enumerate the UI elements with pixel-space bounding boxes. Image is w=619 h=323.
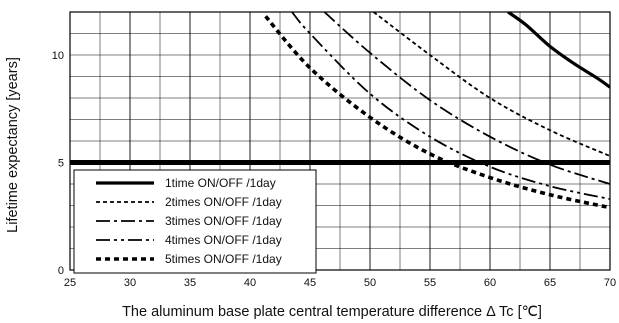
x-tick-label: 70 bbox=[604, 277, 616, 289]
legend-label-5: 5times ON/OFF /1day bbox=[165, 252, 282, 266]
x-tick-label: 35 bbox=[184, 277, 196, 289]
series-layer bbox=[264, 12, 610, 210]
y-axis-label: Lifetime expectancy [years] bbox=[5, 57, 21, 233]
y-tick-label: 0 bbox=[58, 265, 64, 277]
x-tick-labels: 25 30 35 40 45 50 55 60 65 70 bbox=[64, 277, 616, 289]
x-tick-label: 65 bbox=[544, 277, 556, 289]
y-tick-label: 10 bbox=[52, 50, 64, 62]
y-tick-labels: 0 5 10 bbox=[52, 50, 64, 277]
legend-label-2: 2times ON/OFF /1day bbox=[165, 195, 282, 209]
x-tick-label: 45 bbox=[304, 277, 316, 289]
legend-box bbox=[73, 169, 317, 274]
x-tick-label: 50 bbox=[364, 277, 376, 289]
series-line-3 bbox=[323, 12, 610, 185]
series-line-2 bbox=[373, 12, 610, 157]
x-tick-label: 40 bbox=[244, 277, 256, 289]
legend-label-3: 3times ON/OFF /1day bbox=[165, 214, 282, 228]
series-line-5 bbox=[264, 15, 610, 210]
x-axis-label: The aluminum base plate central temperat… bbox=[122, 304, 542, 320]
plot-border bbox=[69, 11, 611, 271]
x-tick-label: 60 bbox=[484, 277, 496, 289]
legend: 1time ON/OFF /1day 2times ON/OFF /1day 3ti… bbox=[73, 169, 317, 274]
series-line-4 bbox=[291, 12, 610, 200]
legend-label-1: 1time ON/OFF /1day bbox=[165, 176, 276, 190]
x-tick-label: 30 bbox=[124, 277, 136, 289]
legend-label-4: 4times ON/OFF /1day bbox=[165, 233, 282, 247]
y-tick-label: 5 bbox=[58, 158, 64, 170]
x-tick-label: 55 bbox=[424, 277, 436, 289]
x-tick-label: 25 bbox=[64, 277, 76, 289]
series-line-1 bbox=[507, 12, 610, 89]
